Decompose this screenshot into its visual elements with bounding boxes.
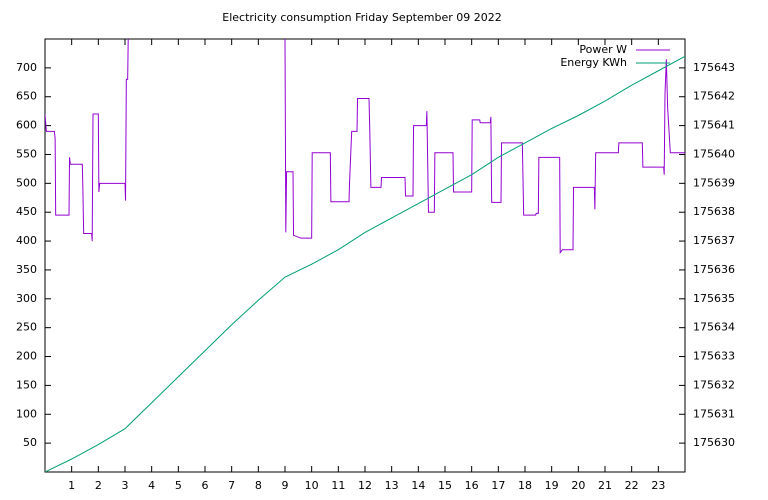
chart-title: Electricity consumption Friday September…	[222, 11, 501, 24]
y2-tick-label: 175643	[693, 61, 735, 74]
x-tick-label: 10	[305, 479, 319, 492]
x-tick-label: 8	[255, 479, 262, 492]
y-tick-label: 100	[16, 407, 37, 420]
legend-label: Power W	[579, 43, 627, 56]
x-tick-label: 3	[122, 479, 129, 492]
y2-tick-label: 175636	[693, 263, 735, 276]
y-tick-label: 650	[16, 90, 37, 103]
x-tick-label: 4	[148, 479, 155, 492]
x-tick-label: 22	[625, 479, 639, 492]
x-tick-label: 9	[282, 479, 289, 492]
y-tick-label: 50	[23, 436, 37, 449]
x-tick-label: 2	[95, 479, 102, 492]
x-tick-label: 19	[545, 479, 559, 492]
x-tick-label: 14	[411, 479, 425, 492]
x-tick-label: 11	[331, 479, 345, 492]
y2-tick-label: 175637	[693, 234, 735, 247]
y2-tick-label: 175640	[693, 147, 735, 160]
y-tick-label: 550	[16, 147, 37, 160]
x-tick-label: 16	[465, 479, 479, 492]
x-tick-label: 12	[358, 479, 372, 492]
x-tick-label: 7	[228, 479, 235, 492]
x-tick-label: 1	[68, 479, 75, 492]
y-tick-label: 400	[16, 234, 37, 247]
y2-tick-label: 175632	[693, 378, 735, 391]
y2-tick-label: 175634	[693, 321, 735, 334]
x-tick-label: 15	[438, 479, 452, 492]
x-tick-label: 20	[571, 479, 585, 492]
x-tick-label: 18	[518, 479, 532, 492]
y-tick-label: 500	[16, 176, 37, 189]
y2-tick-label: 175639	[693, 176, 735, 189]
plot-frame	[44, 38, 686, 473]
y2-tick-label: 175642	[693, 90, 735, 103]
x-tick-label: 5	[175, 479, 182, 492]
y-tick-label: 200	[16, 350, 37, 363]
y-tick-label: 450	[16, 205, 37, 218]
y2-tick-label: 175633	[693, 350, 735, 363]
y-tick-label: 150	[16, 378, 37, 391]
y-tick-label: 300	[16, 292, 37, 305]
series-line	[45, 55, 685, 472]
y2-tick-label: 175630	[693, 436, 735, 449]
y-tick-label: 250	[16, 321, 37, 334]
x-tick-label: 23	[651, 479, 665, 492]
y2-tick-label: 175631	[693, 407, 735, 420]
y2-tick-label: 175635	[693, 292, 735, 305]
series-line	[45, 39, 685, 255]
y-tick-label: 600	[16, 119, 37, 132]
y2-tick-label: 175641	[693, 119, 735, 132]
x-tick-label: 21	[598, 479, 612, 492]
x-tick-label: 6	[202, 479, 209, 492]
y2-tick-label: 175638	[693, 205, 735, 218]
y-tick-label: 700	[16, 61, 37, 74]
x-tick-label: 13	[385, 479, 399, 492]
y-tick-label: 350	[16, 263, 37, 276]
x-tick-label: 17	[491, 479, 505, 492]
legend-label: Energy KWh	[560, 56, 627, 69]
